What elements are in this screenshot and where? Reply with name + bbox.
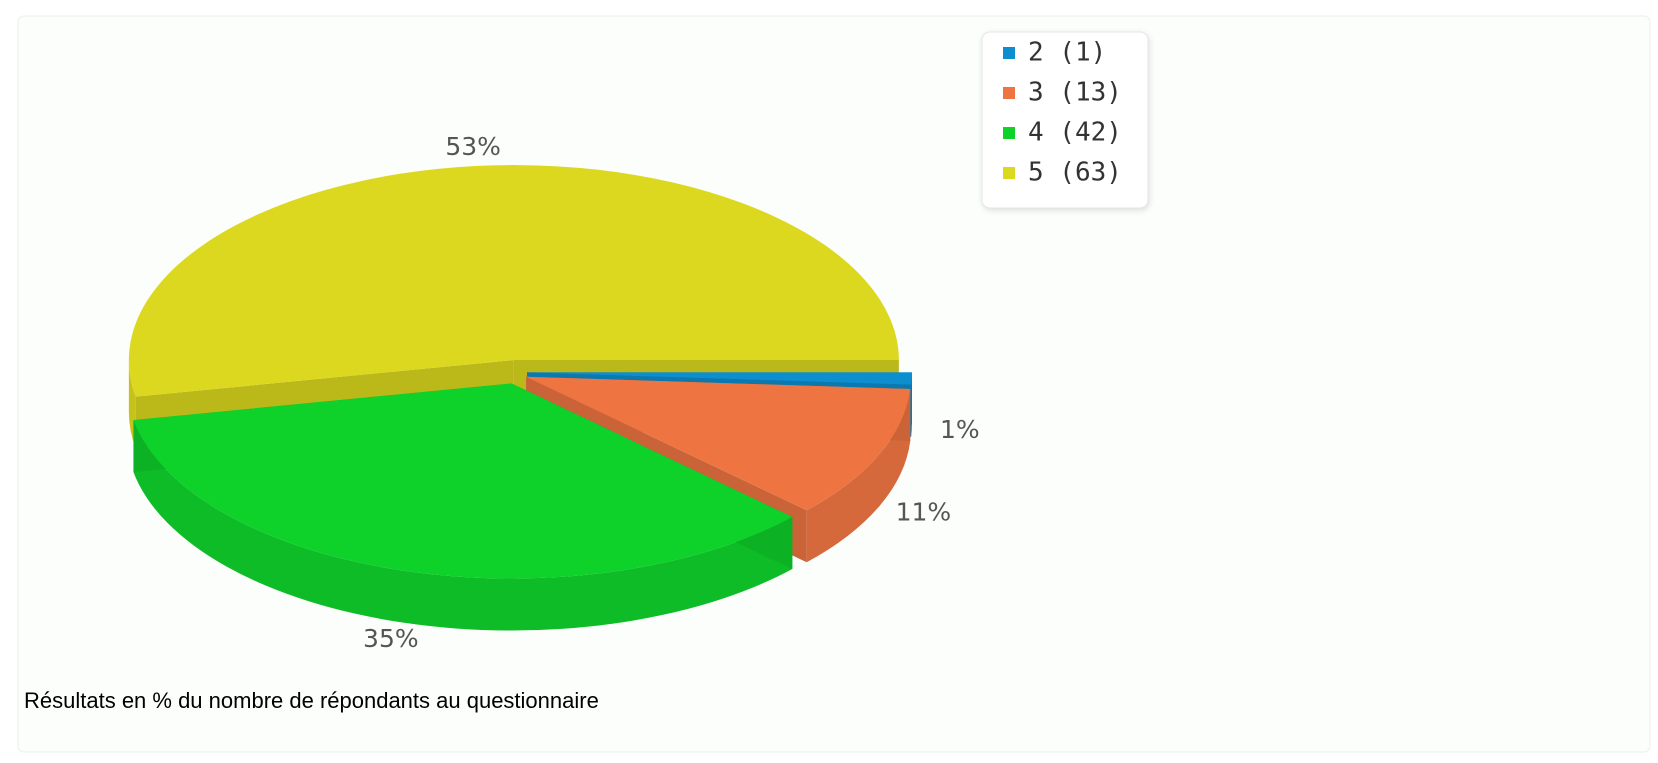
data-label: 35%	[363, 624, 419, 653]
legend-label: 2 (1)	[1028, 38, 1106, 68]
slice	[526, 372, 912, 385]
legend: 2 (1) 3 (13) 4 (42) 5 (63)	[1003, 38, 1122, 188]
slice	[128, 165, 899, 397]
legend-label: 5 (63)	[1028, 158, 1122, 188]
legend-box	[981, 31, 1149, 209]
caption: Résultats en % du nombre de répondants a…	[24, 688, 599, 713]
pie: 1% 11% 35% 53%	[128, 132, 980, 653]
legend-swatch	[1003, 167, 1015, 179]
legend-label: 3 (13)	[1028, 78, 1122, 108]
legend-swatch	[1003, 47, 1015, 59]
legend-swatch	[1003, 87, 1015, 99]
slice-side	[133, 420, 793, 631]
slice-side	[806, 389, 911, 563]
legend-label: 4 (42)	[1028, 118, 1122, 148]
slice	[133, 383, 793, 579]
data-label: 53%	[445, 132, 501, 161]
data-label: 1%	[940, 415, 980, 444]
data-label: 11%	[896, 497, 952, 526]
slice	[526, 376, 911, 511]
legend-swatch	[1003, 127, 1015, 139]
